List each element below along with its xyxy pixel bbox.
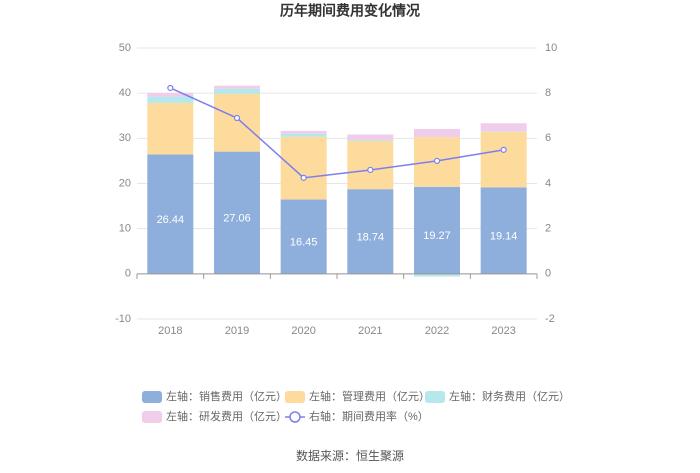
bar-segment [280,199,327,274]
bar-segment [147,154,194,274]
x-tick-label: 2022 [425,325,449,337]
bar-segment [280,136,327,200]
chart-title: 历年期间费用变化情况 [280,3,420,19]
line-point [367,166,374,174]
bar-segment [280,130,327,134]
y2-tick-label: 10 [545,42,557,54]
line-point [500,146,507,153]
x-tick-label: 2019 [225,325,249,337]
bar-segment [214,85,260,89]
value-label: 27.06 [223,213,251,225]
y-tick-label: 10 [119,223,131,235]
y-tick-label: 50 [119,42,131,54]
bar-segment [347,134,394,140]
source: 数据来源：恒生聚源 [296,448,404,463]
y-tick-label: 20 [119,177,131,189]
bar-segment [480,123,527,132]
line-point [300,174,307,181]
bar-segment [147,92,194,97]
value-label: 16.45 [290,237,318,249]
value-label: 19.27 [423,230,451,242]
line-point [167,84,174,92]
y-tick-label: 40 [119,87,131,99]
legend-label: 左轴：管理费用（亿元） [309,389,430,403]
line [170,87,504,179]
line-point [233,114,241,122]
y2-tick-label: 4 [545,177,551,189]
bar-segment [480,131,527,188]
bar-segment [347,189,394,274]
legend-swatch [142,391,162,403]
x-tick-label: 2018 [158,325,182,337]
y-tick-label: 0 [125,268,131,280]
y2-tick-label: 6 [545,132,551,144]
value-label: 18.74 [357,231,385,243]
bar-segment [214,151,260,274]
x-tick-label: 2020 [291,325,315,337]
legend-label: 左轴：销售费用（亿元） [166,389,287,403]
legend-swatch [142,411,162,423]
legend-label: 右轴：期间费用率（%） [309,409,429,423]
y2-tick-label: 8 [545,87,551,99]
value-label: 19.14 [490,231,518,243]
y2-tick-label: 0 [545,268,551,280]
bar-segment [214,88,260,94]
bar-segment [480,187,527,274]
legend-marker [289,411,301,423]
legend-label: 左轴：研发费用（亿元） [166,409,287,423]
value-label: 26.44 [157,214,185,226]
bar-segment [214,93,260,152]
y2-tick-label: 2 [545,223,551,235]
bar-segment [347,140,394,190]
bar-segment [147,96,194,103]
bar-segment [280,133,327,137]
x-tick-label: 2023 [491,325,515,337]
y-tick-label: -10 [115,313,131,325]
bar-segment [147,102,194,155]
line-point [433,157,441,165]
bar-segment [414,273,460,277]
legend-swatch [425,391,445,403]
y-tick-label: 30 [119,132,131,144]
bar-segment [414,186,460,274]
x-tick-label: 2021 [358,325,382,337]
bar-segment [347,139,394,141]
y2-tick-label: -2 [545,313,555,325]
bar-segment [414,128,460,138]
legend-label: 左轴：财务费用（亿元） [449,389,570,403]
legend-swatch [285,391,305,403]
